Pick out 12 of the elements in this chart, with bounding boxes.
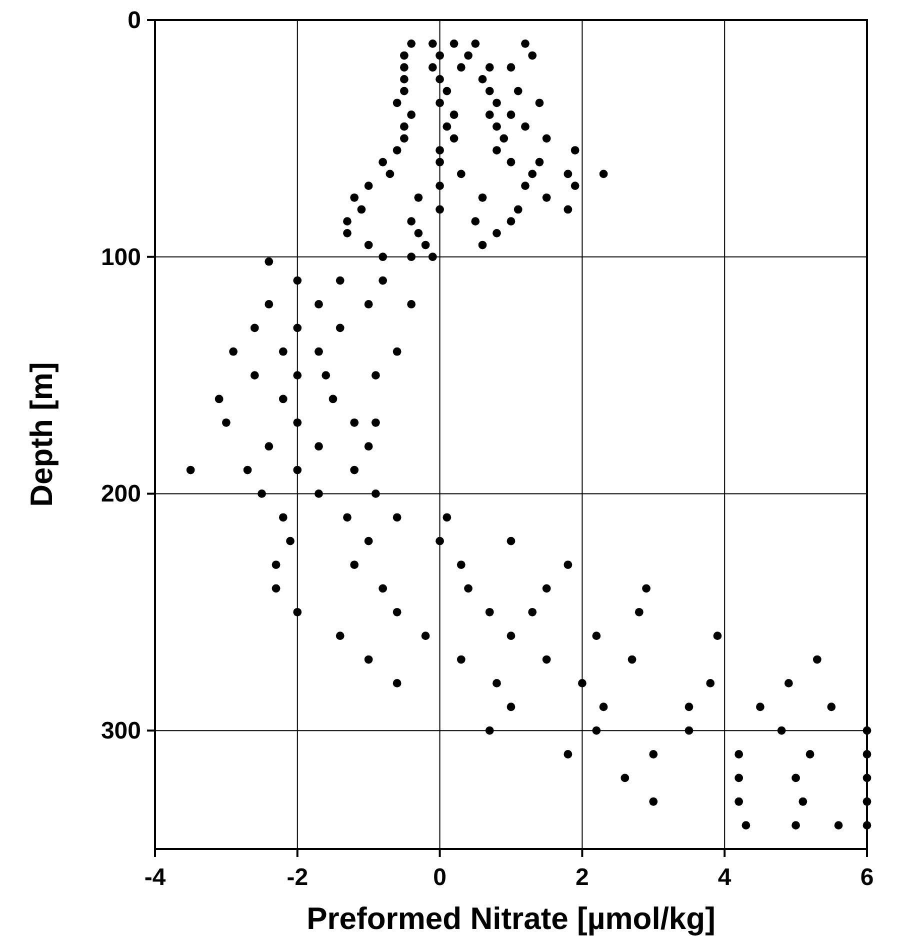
x-tick-label: 6 — [860, 864, 874, 891]
x-axis-title: Preformed Nitrate [µmol/kg] — [306, 901, 716, 936]
x-tick-label: 4 — [718, 864, 732, 891]
x-tick-label: -2 — [286, 864, 308, 891]
y-tick-label: 300 — [100, 718, 141, 745]
y-tick-label: 100 — [100, 244, 141, 271]
y-tick-label: 200 — [100, 480, 141, 508]
x-tick-label: 2 — [576, 864, 589, 891]
x-tick-label: 0 — [433, 864, 446, 891]
x-tick-label: -4 — [144, 864, 166, 891]
y-axis-title: Depth [m] — [24, 362, 59, 507]
y-tick-label: 0 — [128, 7, 141, 34]
